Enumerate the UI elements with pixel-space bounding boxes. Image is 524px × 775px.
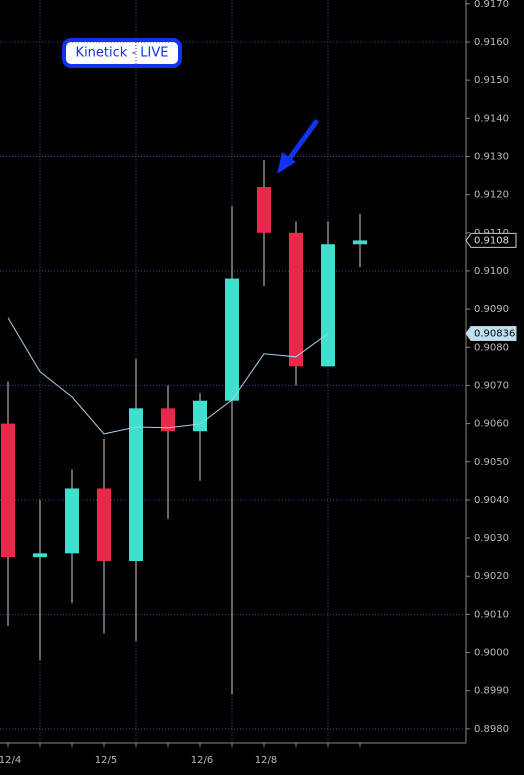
candle-body bbox=[193, 400, 207, 432]
candle-body bbox=[225, 278, 239, 401]
x-tick-label: 12/8 bbox=[255, 755, 277, 766]
y-tick-label: 0.9010 bbox=[474, 609, 509, 620]
arrow-shaft bbox=[284, 119, 319, 165]
y-tick-label: 0.9150 bbox=[474, 75, 509, 86]
price-tag bbox=[465, 232, 517, 248]
y-tick-label: 0.8990 bbox=[474, 686, 509, 697]
y-tick-label: 0.9130 bbox=[474, 151, 509, 162]
y-tick-label: 0.8980 bbox=[474, 724, 509, 735]
candle-body bbox=[33, 553, 47, 558]
candle-body bbox=[65, 488, 79, 554]
y-tick-label: 0.9060 bbox=[474, 419, 509, 430]
y-tick-label: 0.9160 bbox=[474, 37, 509, 48]
y-tick-label: 0.9140 bbox=[474, 113, 509, 124]
candle-body bbox=[97, 488, 111, 561]
candle-body bbox=[289, 232, 303, 367]
x-tick-label: 12/6 bbox=[191, 755, 213, 766]
arrow-head bbox=[277, 152, 296, 174]
y-tick-label: 0.9080 bbox=[474, 342, 509, 353]
price-tag bbox=[465, 326, 517, 342]
x-tick-label: 12/4 bbox=[0, 755, 21, 766]
price-tag-label: 0.90836 bbox=[474, 329, 515, 340]
y-tick-label: 0.9090 bbox=[474, 304, 509, 315]
candle-body bbox=[1, 423, 15, 558]
y-tick-label: 0.9020 bbox=[474, 571, 509, 582]
x-tick-label: 12/5 bbox=[95, 755, 117, 766]
annotation-box bbox=[62, 38, 182, 68]
candle-body bbox=[257, 186, 271, 233]
annotation: Kinetick - LIVE bbox=[76, 46, 169, 61]
candle-body bbox=[161, 408, 175, 432]
y-tick-label: 0.9170 bbox=[474, 0, 509, 10]
y-tick-label: 0.9030 bbox=[474, 533, 509, 544]
y-tick-label: 0.9070 bbox=[474, 380, 509, 391]
candle-body bbox=[353, 240, 367, 245]
y-tick-label: 0.9050 bbox=[474, 457, 509, 468]
y-tick-label: 0.9100 bbox=[474, 266, 509, 277]
candle-body bbox=[129, 408, 143, 561]
y-tick-label: 0.9000 bbox=[474, 648, 509, 659]
y-tick-label: 0.9040 bbox=[474, 495, 509, 506]
moving-average bbox=[7, 317, 329, 435]
price-tag-label: 0.9108 bbox=[474, 235, 509, 246]
candle-body bbox=[321, 244, 335, 367]
y-tick-label: 0.9120 bbox=[474, 190, 509, 201]
